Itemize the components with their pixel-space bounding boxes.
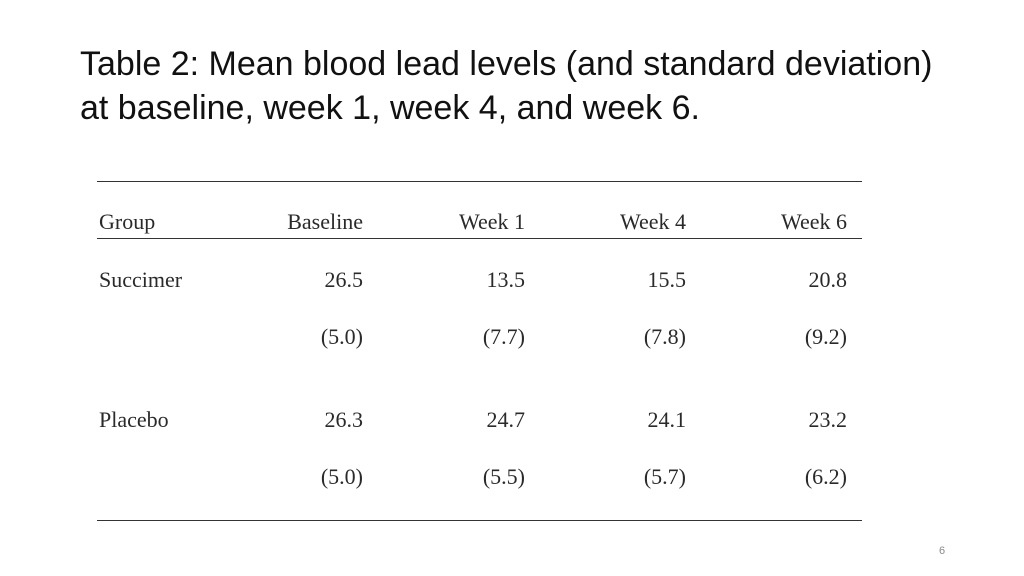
table-top-rule <box>97 181 862 182</box>
row-succimer-group: Succimer <box>99 267 183 292</box>
placebo-week-4-mean: 24.1 <box>647 407 687 432</box>
placebo-week-6-sd: (6.2) <box>804 464 847 489</box>
header-week-6: Week 6 <box>780 209 847 234</box>
succimer-week-6-mean: 20.8 <box>808 267 848 292</box>
placebo-week-6-mean: 23.2 <box>808 407 848 432</box>
succimer-week-1-sd: (7.7) <box>482 324 525 349</box>
placebo-week-1-mean: 24.7 <box>486 407 526 432</box>
placebo-week-4-sd: (5.7) <box>643 464 686 489</box>
slide-title: Table 2: Mean blood lead levels (and sta… <box>80 45 933 127</box>
page-number: 6 <box>938 545 946 557</box>
header-group: Group <box>99 209 156 234</box>
succimer-week-6-sd: (9.2) <box>804 324 847 349</box>
header-baseline: Baseline <box>287 209 363 234</box>
succimer-week-4-mean: 15.5 <box>647 267 687 292</box>
succimer-week-4-sd: (7.8) <box>643 324 686 349</box>
succimer-baseline-sd: (5.0) <box>320 324 363 349</box>
header-week-4: Week 4 <box>619 209 686 234</box>
table-bottom-rule <box>97 520 862 521</box>
table-header-rule <box>97 238 862 239</box>
succimer-week-1-mean: 13.5 <box>486 267 526 292</box>
placebo-week-1-sd: (5.5) <box>482 464 525 489</box>
header-week-1: Week 1 <box>458 209 525 234</box>
placebo-baseline-mean: 26.3 <box>324 407 364 432</box>
row-placebo-group: Placebo <box>99 407 169 432</box>
succimer-baseline-mean: 26.5 <box>324 267 364 292</box>
placebo-baseline-sd: (5.0) <box>320 464 363 489</box>
